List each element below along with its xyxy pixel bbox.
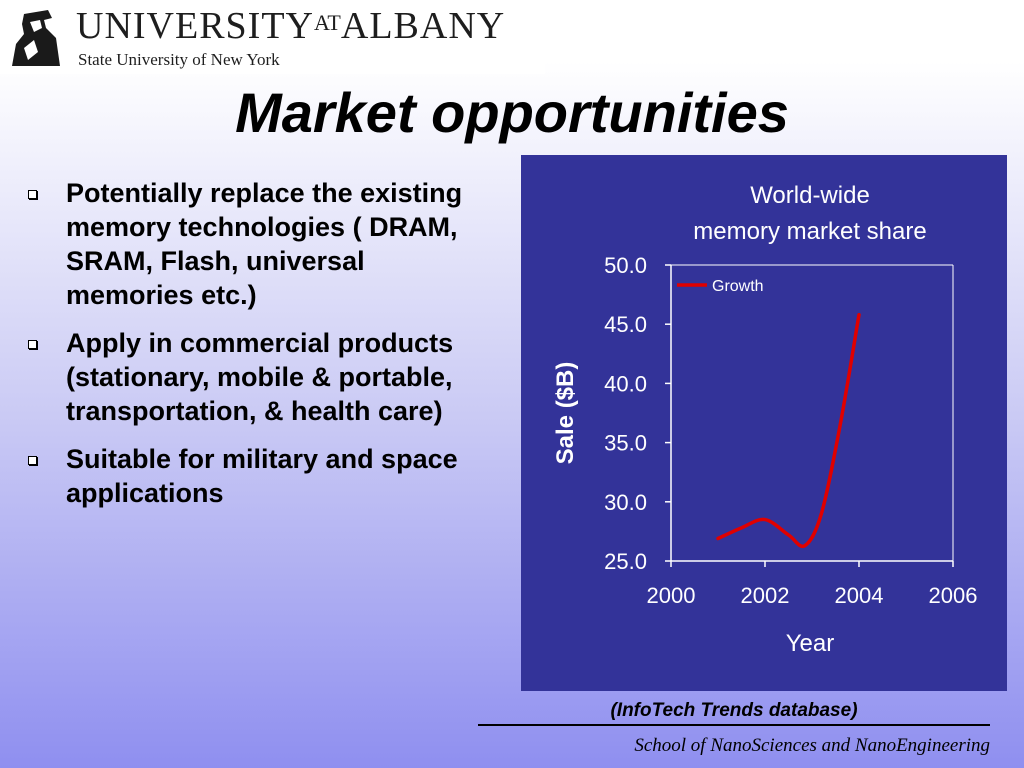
logo-city: ALBANY	[340, 5, 506, 47]
x-axis-title: Year	[786, 630, 835, 657]
logo-name: UNIVERSITY	[76, 5, 314, 47]
x-tick-label: 2002	[741, 583, 790, 608]
square-bullet-icon	[28, 456, 37, 465]
logo-wordmark: UNIVERSITYATALBANY	[76, 4, 505, 48]
market-share-chart: World-wide memory market share 25.0 30.0 35.…	[552, 182, 978, 657]
footer-text: School of NanoSciences and NanoEngineeri…	[634, 735, 990, 756]
bullet-text: Potentially replace the existing memory …	[66, 178, 463, 310]
university-logo: UNIVERSITYATALBANY State University of N…	[0, 0, 545, 74]
logo-at: AT	[313, 10, 341, 35]
x-tick-label: 2000	[647, 583, 696, 608]
y-tick-label: 30.0	[604, 490, 647, 515]
x-tick-label: 2006	[929, 583, 978, 608]
x-tick-label: 2004	[835, 583, 884, 608]
y-tick-label: 40.0	[604, 371, 647, 396]
bullet-item: Apply in commercial products (stationary…	[28, 326, 468, 428]
bullet-item: Suitable for military and space applicat…	[28, 442, 468, 510]
bullet-list: Potentially replace the existing memory …	[28, 176, 468, 524]
bullet-text: Suitable for military and space applicat…	[66, 444, 458, 508]
source-underline	[478, 724, 990, 726]
bullet-item: Potentially replace the existing memory …	[28, 176, 468, 312]
minuteman-statue-icon	[4, 4, 68, 70]
y-axis-title: Sale ($B)	[552, 362, 579, 465]
square-bullet-icon	[28, 340, 37, 349]
logo-subtitle: State University of New York	[78, 50, 280, 69]
y-tick-label: 50.0	[604, 253, 647, 278]
square-bullet-icon	[28, 190, 37, 199]
legend-label: Growth	[712, 278, 764, 295]
bullet-text: Apply in commercial products (stationary…	[66, 328, 454, 426]
chart-panel: World-wide memory market share 25.0 30.0 35.…	[521, 155, 1007, 691]
series-line-growth	[716, 312, 861, 549]
source-citation: (InfoTech Trends database)	[610, 700, 858, 721]
slide-title: Market opportunities	[235, 81, 789, 144]
chart-title-line: memory market share	[693, 218, 926, 245]
y-tick-label: 35.0	[604, 431, 647, 456]
y-tick-label: 45.0	[604, 312, 647, 337]
chart-title-line: World-wide	[750, 182, 870, 209]
y-tick-label: 25.0	[604, 549, 647, 574]
